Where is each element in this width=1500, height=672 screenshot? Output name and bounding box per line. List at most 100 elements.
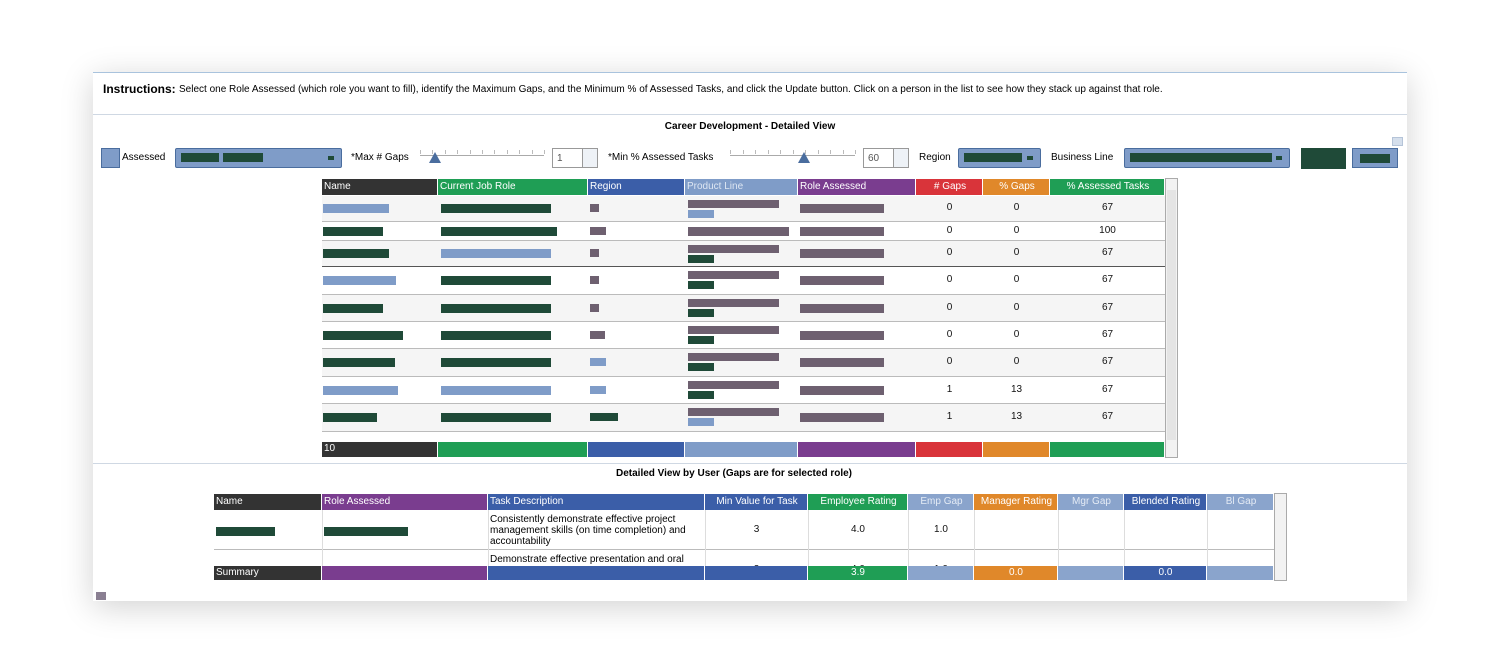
column-header: Current Job Role	[438, 179, 588, 195]
redacted	[800, 358, 884, 367]
slider-tick	[780, 150, 781, 154]
redacted	[688, 408, 779, 416]
cell-border	[974, 510, 975, 550]
slider-tick	[830, 150, 831, 154]
cell: 67	[1101, 411, 1114, 422]
column-header: % Assessed Tasks	[1050, 179, 1165, 195]
footer-cell	[438, 442, 588, 457]
column-header: Region	[588, 179, 685, 195]
cell: 0	[1013, 328, 1020, 340]
slider-thumb[interactable]	[798, 152, 810, 163]
detail-title: Detailed View by User (Gaps are for sele…	[615, 468, 853, 479]
cell: 67	[1101, 328, 1114, 340]
cell: 0	[1013, 274, 1020, 285]
redacted	[223, 153, 263, 162]
summary-cell	[908, 566, 974, 580]
cell: 0	[1013, 247, 1020, 258]
cell: 3	[753, 524, 760, 535]
slider-tick	[457, 150, 459, 154]
redacted	[441, 249, 551, 258]
cell: 13	[1010, 411, 1023, 422]
redacted	[323, 226, 383, 236]
slider-tick	[482, 150, 483, 154]
slider-track	[730, 155, 855, 156]
task-description: Consistently demonstrate effective proje…	[490, 514, 686, 547]
redacted	[590, 358, 606, 366]
redacted	[800, 204, 884, 213]
assessed-label: Assessed	[122, 152, 166, 163]
spinner-buttons	[582, 149, 597, 167]
column-header: Emp Gap	[908, 494, 974, 510]
min-tasks-label: *Min % Assessed Tasks	[608, 152, 714, 163]
column-header: Blended Rating	[1124, 494, 1207, 510]
page-title: Career Development - Detailed View	[664, 121, 836, 132]
redacted	[590, 276, 599, 284]
column-header: Manager Rating	[974, 494, 1058, 510]
redacted	[688, 255, 714, 263]
summary-cell	[1058, 566, 1124, 580]
cell: 67	[1101, 383, 1114, 395]
slider-thumb[interactable]	[429, 152, 441, 163]
summary-value: 0.0	[1009, 567, 1023, 578]
cell-border	[1058, 510, 1059, 550]
slider-tick	[817, 150, 819, 154]
column-header: Name	[322, 179, 438, 195]
redacted	[688, 309, 714, 317]
scrollbar	[1274, 493, 1287, 581]
collapse-tab[interactable]	[101, 148, 120, 168]
redacted	[441, 330, 551, 340]
redacted	[441, 303, 551, 313]
slider-tick	[742, 150, 744, 154]
summary-value: 0.0	[1158, 567, 1173, 578]
max-gaps-label: *Max # Gaps	[351, 152, 409, 163]
summary-cell	[322, 566, 488, 580]
redacted	[688, 391, 714, 399]
redacted	[323, 330, 403, 340]
divider	[93, 463, 1407, 464]
cell-border	[1124, 510, 1125, 550]
footer-cell	[322, 442, 438, 457]
cell: 1	[946, 383, 953, 395]
dropdown-arrow	[1276, 156, 1282, 160]
summary-cell	[974, 566, 1058, 580]
cell: 0	[946, 224, 953, 236]
redacted	[323, 276, 396, 285]
slider-tick	[420, 150, 421, 154]
footer-cell	[1050, 442, 1165, 457]
slider-tick	[506, 150, 508, 154]
summary-cell	[1124, 566, 1207, 580]
scroll-thumb	[1167, 190, 1176, 440]
cell: 0	[946, 274, 953, 285]
summary-label: Summary	[216, 567, 259, 578]
redacted	[800, 385, 884, 395]
redacted	[1301, 148, 1346, 169]
redacted	[590, 413, 618, 421]
redacted	[688, 200, 779, 208]
footer-cell	[588, 442, 685, 457]
redacted	[1130, 153, 1272, 162]
redacted	[964, 153, 1022, 162]
redacted	[688, 226, 789, 236]
column-header: Employee Rating	[808, 494, 908, 510]
redacted	[1360, 154, 1390, 163]
slider-tick	[469, 150, 471, 154]
spinner-buttons	[893, 149, 908, 167]
redacted	[688, 245, 779, 253]
slider-tick	[531, 150, 533, 154]
cell-border	[322, 510, 323, 550]
column-header: Bl Gap	[1207, 494, 1274, 510]
slider-track	[420, 155, 544, 156]
redacted	[590, 249, 599, 257]
cell: 0	[1013, 224, 1020, 236]
cell: 67	[1101, 301, 1114, 313]
region-label: Region	[919, 152, 951, 163]
summary-value: 3.9	[851, 567, 865, 578]
row-count: 10	[324, 443, 336, 454]
summary-cell	[808, 566, 908, 580]
redacted	[324, 527, 408, 536]
redacted	[323, 249, 389, 258]
cell-border	[488, 510, 489, 550]
cell: 0	[946, 328, 953, 340]
redacted	[323, 358, 395, 367]
cell: 4.0	[851, 524, 865, 535]
